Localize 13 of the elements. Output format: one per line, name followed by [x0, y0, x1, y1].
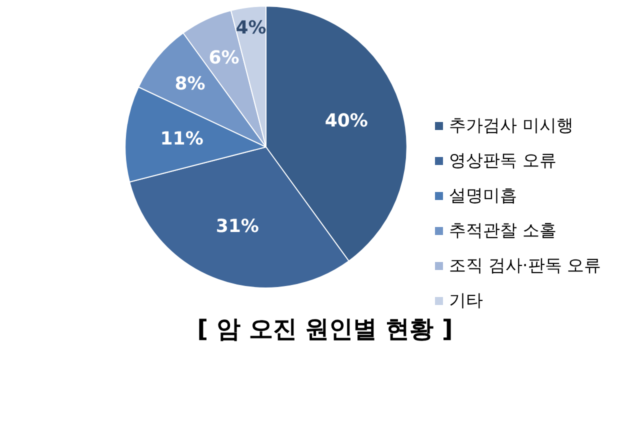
- legend-label: 조직 검사·판독 오류: [449, 256, 602, 276]
- data-label: 11%: [160, 128, 204, 150]
- legend-label: 기타: [449, 291, 483, 311]
- data-label: 6%: [208, 47, 240, 68]
- data-label: 8%: [174, 74, 206, 95]
- legend-label: 추적관찰 소홀: [449, 221, 556, 241]
- text: [ 암 오진 원인별 현황 ]: [197, 315, 453, 343]
- legend-label: 추가검사 미시행: [449, 116, 574, 136]
- data-label: 31%: [216, 216, 259, 238]
- legend-label: 영상판독 오류: [449, 151, 556, 171]
- data-label: 40%: [324, 110, 368, 132]
- data-label: 4%: [236, 18, 266, 39]
- legend-label: 설명미흡: [449, 186, 517, 206]
